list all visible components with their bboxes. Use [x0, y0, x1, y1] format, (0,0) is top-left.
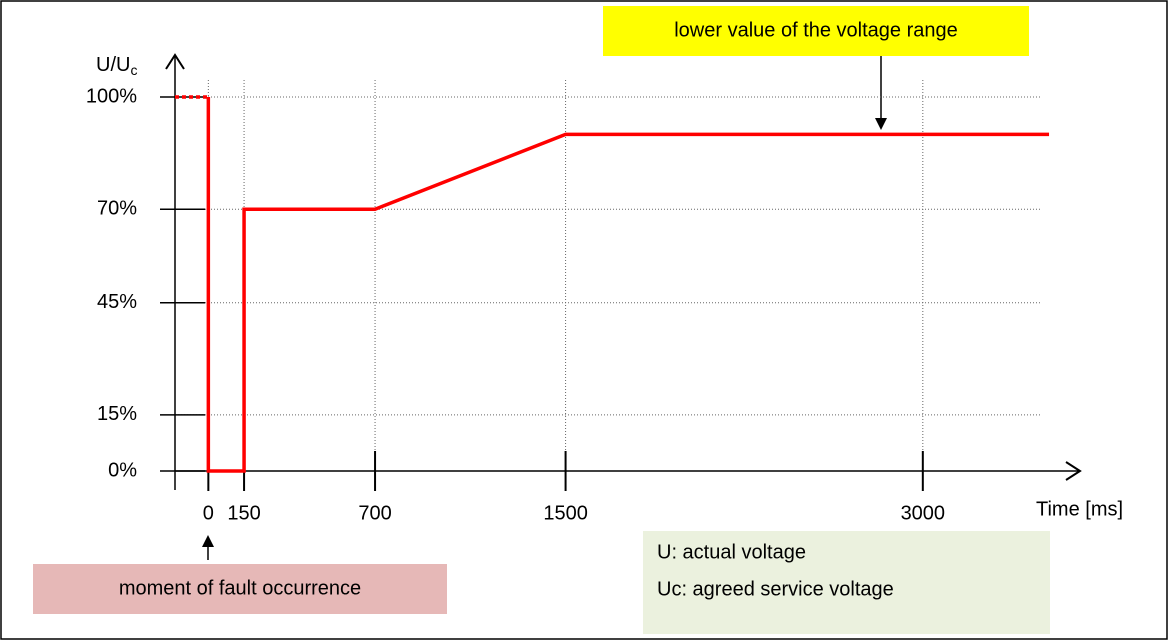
range-box: [603, 6, 1029, 56]
x-axis-arrow: [1065, 461, 1082, 481]
y-tick-label: 45%: [97, 291, 137, 313]
data-line: [206, 97, 1050, 473]
y-axis-arrow: [165, 53, 185, 70]
legend-box: [643, 531, 1050, 634]
x-tick-label: 1500: [543, 502, 588, 524]
y-tick-label: 15%: [97, 403, 137, 425]
y-axis-label-main: U/U: [96, 54, 130, 76]
legend-line: U: actual voltage: [657, 541, 806, 563]
x-tick-label: 0: [203, 502, 214, 524]
range-annotation: lower value of the voltage range: [674, 19, 958, 41]
y-tick-label: 100%: [86, 85, 137, 107]
fault-box: [33, 564, 447, 614]
y-tick-label: 0%: [108, 459, 137, 481]
y-axis-label-sub: c: [130, 62, 137, 78]
y-tick-label: 70%: [97, 197, 137, 219]
y-axis-label: U/Uc: [96, 54, 137, 77]
x-tick-label: 700: [358, 502, 391, 524]
range-arrow-head: [875, 118, 887, 130]
x-axis-label: Time [ms]: [1036, 498, 1123, 520]
x-tick-label: 150: [227, 502, 260, 524]
x-tick-label: 3000: [901, 502, 946, 524]
legend-line: Uc: agreed service voltage: [657, 578, 894, 600]
fault-arrow-head: [202, 535, 214, 547]
fault-annotation: moment of fault occurrence: [119, 577, 361, 599]
